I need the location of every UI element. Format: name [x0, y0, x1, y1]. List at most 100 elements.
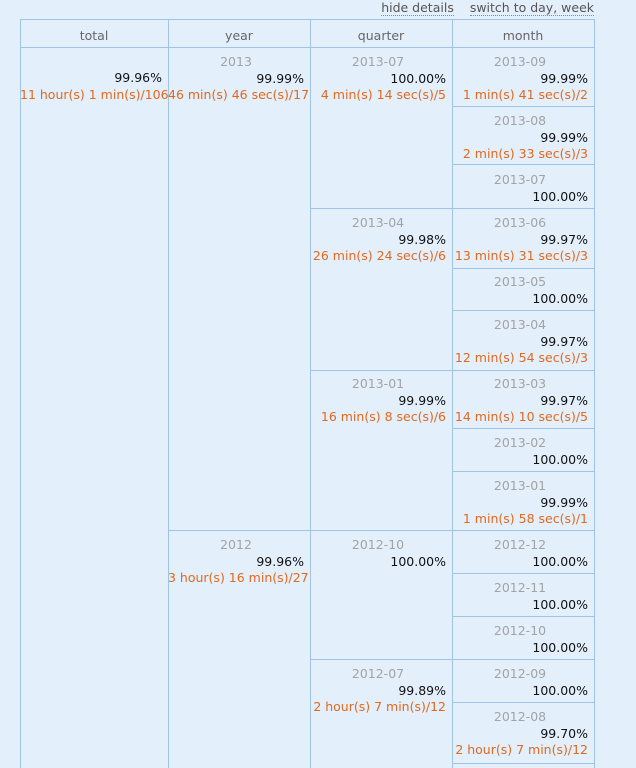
year-cell: 2013 99.99% 46 min(s) 46 sec(s)/17 — [168, 54, 310, 104]
quarter-label: 2013-07 — [351, 54, 405, 69]
month-downtime: 1 min(s) 58 sec(s)/1 — [462, 511, 588, 526]
month-percentage: 99.99% — [540, 494, 588, 510]
quarter-downtime: 4 min(s) 14 sec(s)/5 — [320, 87, 446, 102]
hide-details-link[interactable]: hide details — [381, 0, 454, 16]
month-percentage: 100.00% — [532, 188, 588, 204]
month-cell: 2013-01 99.99% 1 min(s) 58 sec(s)/1 — [452, 478, 594, 528]
month-cell: 2013-07 100.00% — [452, 172, 594, 205]
year-downtime: 3 hour(s) 16 min(s)/27 — [168, 570, 309, 585]
grid-line — [452, 164, 595, 165]
quarter-label: 2012-07 — [351, 666, 405, 681]
month-cell: 2013-08 99.99% 2 min(s) 33 sec(s)/3 — [452, 113, 594, 163]
quarter-cell: 2012-10 100.00% — [310, 537, 452, 570]
month-label: 2013-07 — [493, 172, 547, 187]
month-percentage: 99.97% — [540, 333, 588, 349]
grid-line — [452, 428, 595, 429]
header-total: total — [79, 28, 109, 43]
total-cell: 99.96% 11 hour(s) 1 min(s)/106 — [20, 70, 169, 103]
year-cell: 2012 99.96% 3 hour(s) 16 min(s)/27 — [168, 537, 310, 587]
year-label: 2012 — [220, 537, 252, 552]
grid-line — [168, 530, 595, 531]
month-downtime: 12 min(s) 54 sec(s)/3 — [454, 350, 588, 365]
grid-line — [168, 20, 169, 768]
grid-line — [310, 20, 311, 768]
grid-line — [594, 20, 595, 768]
quarter-downtime: 2 hour(s) 7 min(s)/12 — [313, 699, 446, 714]
quarter-label: 2012-10 — [351, 537, 405, 552]
grid-line — [20, 19, 595, 20]
month-label: 2012-10 — [493, 623, 547, 638]
quarter-cell: 2013-04 99.98% 26 min(s) 24 sec(s)/6 — [310, 215, 452, 265]
month-label: 2013-08 — [493, 113, 547, 128]
header-month: month — [502, 28, 544, 43]
month-downtime: 14 min(s) 10 sec(s)/5 — [454, 409, 588, 424]
year-downtime: 46 min(s) 46 sec(s)/17 — [168, 87, 310, 102]
grid-line — [452, 573, 595, 574]
grid-line — [452, 616, 595, 617]
year-percentage: 99.99% — [256, 70, 304, 86]
month-percentage: 100.00% — [532, 553, 588, 569]
year-label: 2013 — [220, 54, 252, 69]
month-cell: 2012-11 100.00% — [452, 580, 594, 613]
grid-line — [452, 763, 595, 764]
month-percentage: 99.97% — [540, 231, 588, 247]
header-year: year — [225, 28, 253, 43]
month-label: 2013-01 — [493, 478, 547, 493]
quarter-label: 2013-01 — [351, 376, 405, 391]
month-cell: 2013-06 99.97% 13 min(s) 31 sec(s)/3 — [452, 215, 594, 265]
switch-view-link[interactable]: switch to day, week — [469, 0, 594, 16]
quarter-downtime: 26 min(s) 24 sec(s)/6 — [312, 248, 446, 263]
month-downtime: 1 min(s) 41 sec(s)/2 — [462, 87, 588, 102]
grid-line — [452, 310, 595, 311]
year-percentage: 99.96% — [256, 553, 304, 569]
month-percentage: 100.00% — [532, 596, 588, 612]
month-percentage: 100.00% — [532, 451, 588, 467]
header-quarter: quarter — [357, 28, 405, 43]
quarter-cell: 2013-01 99.99% 16 min(s) 8 sec(s)/6 — [310, 376, 452, 426]
month-downtime: 13 min(s) 31 sec(s)/3 — [454, 248, 588, 263]
month-label: 2013-06 — [493, 215, 547, 230]
quarter-percentage: 99.99% — [398, 392, 446, 408]
month-label: 2013-02 — [493, 435, 547, 450]
total-downtime: 11 hour(s) 1 min(s)/106 — [20, 86, 169, 102]
month-cell: 2013-09 99.99% 1 min(s) 41 sec(s)/2 — [452, 54, 594, 104]
grid-line — [452, 702, 595, 703]
month-label: 2012-11 — [493, 580, 547, 595]
month-downtime: 2 hour(s) 7 min(s)/12 — [455, 742, 588, 757]
month-percentage: 99.99% — [540, 129, 588, 145]
month-label: 2013-05 — [493, 274, 547, 289]
grid-line — [310, 208, 595, 209]
month-cell: 2012-09 100.00% — [452, 666, 594, 699]
month-cell: 2012-12 100.00% — [452, 537, 594, 570]
quarter-percentage: 99.98% — [398, 231, 446, 247]
month-cell: 2013-03 99.97% 14 min(s) 10 sec(s)/5 — [452, 376, 594, 426]
month-downtime: 2 min(s) 33 sec(s)/3 — [462, 146, 588, 161]
grid-line — [452, 268, 595, 269]
month-label: 2013-03 — [493, 376, 547, 391]
quarter-cell: 2013-07 100.00% 4 min(s) 14 sec(s)/5 — [310, 54, 452, 104]
month-percentage: 99.70% — [540, 725, 588, 741]
month-percentage: 99.99% — [540, 70, 588, 86]
month-percentage: 100.00% — [532, 290, 588, 306]
quarter-downtime: 16 min(s) 8 sec(s)/6 — [320, 409, 446, 424]
grid-line — [20, 20, 21, 768]
month-cell: 2012-10 100.00% — [452, 623, 594, 656]
month-percentage: 100.00% — [532, 682, 588, 698]
month-cell: 2013-02 100.00% — [452, 435, 594, 468]
view-toggle-links: hide details switch to day, week — [20, 0, 594, 19]
month-label: 2012-09 — [493, 666, 547, 681]
grid-line — [310, 370, 595, 371]
month-label: 2012-08 — [493, 709, 547, 724]
month-label: 2013-04 — [493, 317, 547, 332]
quarter-percentage: 100.00% — [390, 553, 446, 569]
grid-line — [452, 471, 595, 472]
month-cell: 2013-05 100.00% — [452, 274, 594, 307]
grid-line — [452, 20, 453, 768]
quarter-cell: 2012-07 99.89% 2 hour(s) 7 min(s)/12 — [310, 666, 452, 716]
quarter-percentage: 99.89% — [398, 682, 446, 698]
month-cell: 2012-08 99.70% 2 hour(s) 7 min(s)/12 — [452, 709, 594, 759]
total-percentage: 99.96% — [114, 70, 162, 85]
month-percentage: 100.00% — [532, 639, 588, 655]
month-percentage: 99.97% — [540, 392, 588, 408]
